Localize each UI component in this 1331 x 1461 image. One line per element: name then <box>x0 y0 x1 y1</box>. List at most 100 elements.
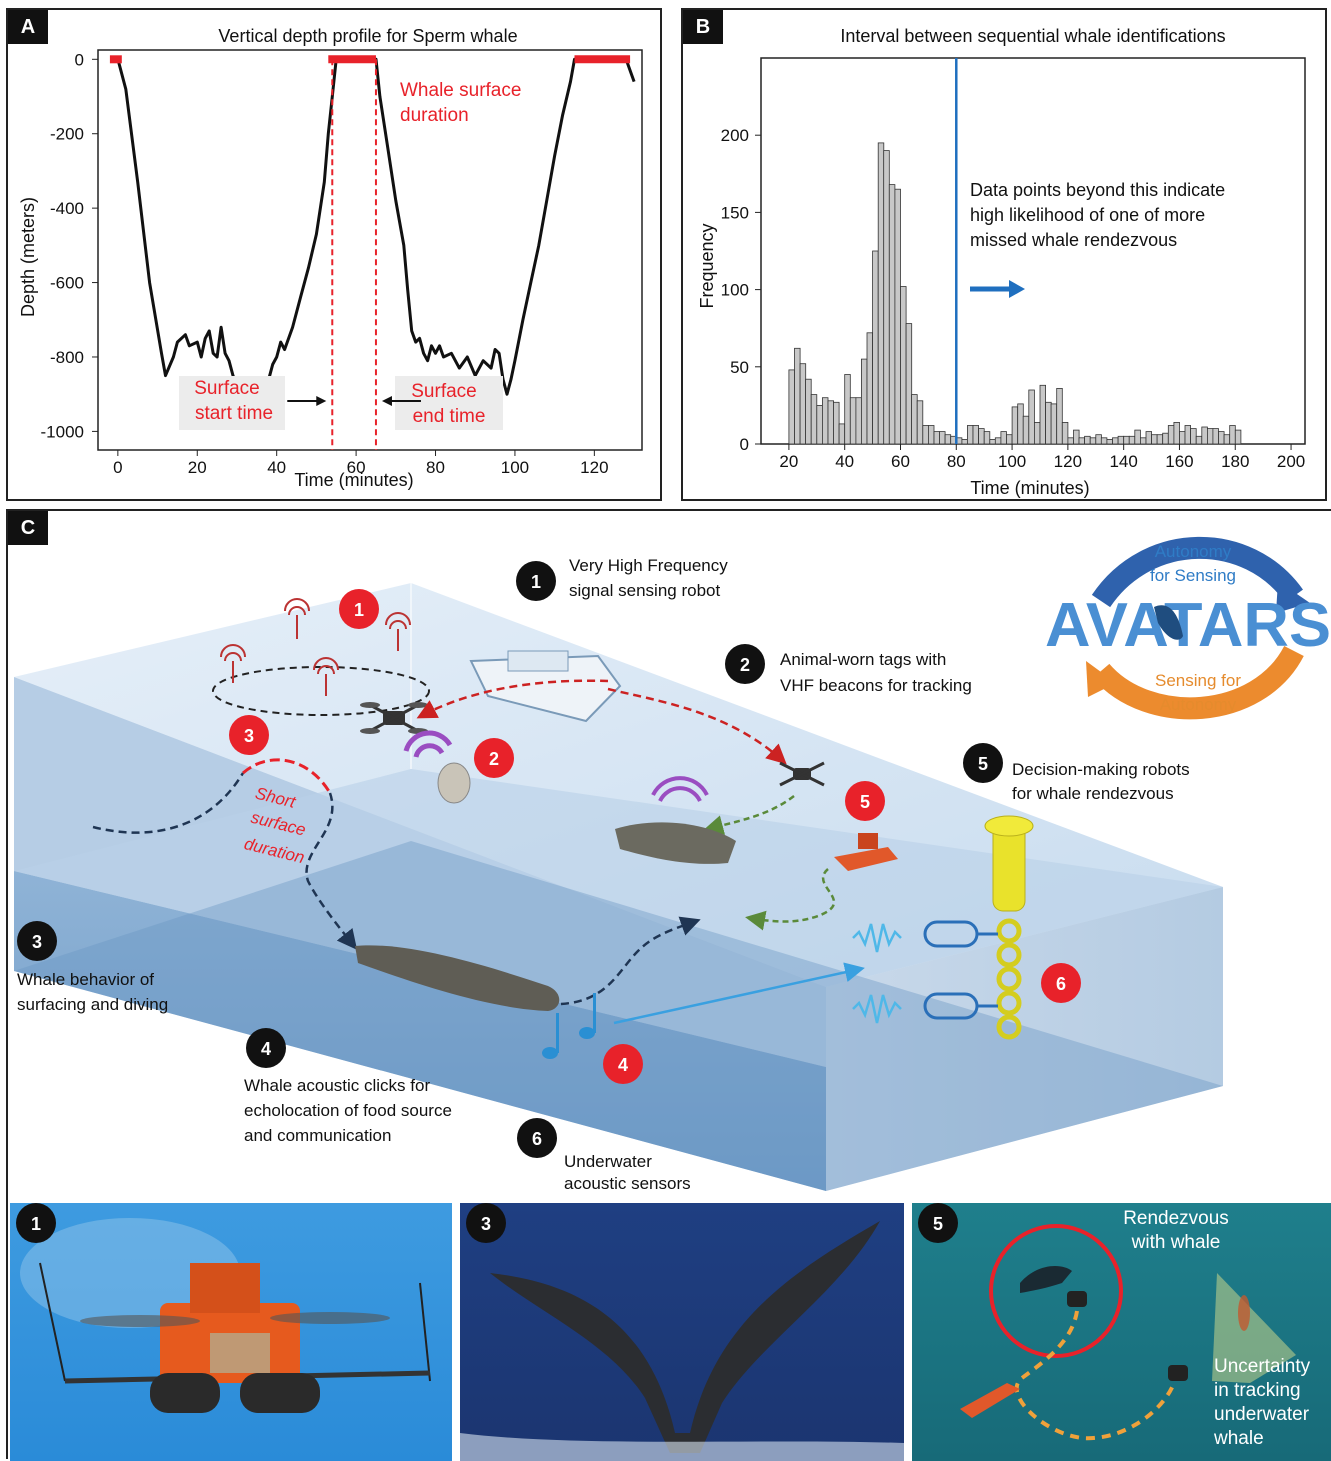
histogram-bar <box>866 332 873 445</box>
y-tick-label: -600 <box>50 274 84 293</box>
chart-a-title: Vertical depth profile for Sperm whale <box>218 26 517 46</box>
photo-rendezvous: 5 Rendezvous with whale Uncertainty in t… <box>912 1203 1331 1461</box>
histogram-bar <box>966 425 974 445</box>
histogram-bar <box>827 400 834 445</box>
chart-a-ylabel: Depth (meters) <box>18 197 38 317</box>
panel-a: A Vertical depth profile for Sperm whale… <box>6 8 662 501</box>
photo-1-num: 1 <box>31 1214 41 1234</box>
avatars-top-1: Autonomy <box>1155 542 1232 561</box>
legend-1-line-1: Very High Frequency <box>569 556 728 575</box>
chart-b-xlabel: Time (minutes) <box>970 478 1089 498</box>
histogram-bar <box>1223 434 1231 445</box>
histogram-bar <box>833 401 840 445</box>
y-tick-label: 150 <box>721 203 749 222</box>
histogram-bar <box>1173 421 1180 445</box>
histogram-bar <box>1207 428 1214 445</box>
histogram-bar <box>1033 421 1041 445</box>
histogram-bar <box>1095 434 1102 445</box>
legend-4-line-2: echolocation of food source <box>244 1101 452 1120</box>
x-tick-label: 0 <box>113 458 122 477</box>
histogram-bar <box>1056 387 1063 445</box>
histogram-bar <box>927 425 935 445</box>
x-tick-label: 20 <box>779 452 798 471</box>
y-tick-label: -200 <box>50 125 84 144</box>
panel-c: C <box>6 509 1331 1461</box>
histogram-bar <box>1184 425 1191 445</box>
histogram-bar <box>939 431 946 445</box>
legend-6-line-2: acoustic sensors <box>564 1174 691 1193</box>
histogram-bar <box>911 394 918 445</box>
arrow-head <box>316 396 327 406</box>
surface-duration-label-2: duration <box>400 105 469 126</box>
ecosystem-diagram: Short surface duration <box>14 536 1331 1193</box>
histogram-bar <box>1089 437 1097 445</box>
histogram-bar <box>1190 428 1197 445</box>
x-tick-label: 40 <box>267 458 286 477</box>
surface-end-label-2: end time <box>413 406 486 427</box>
uncertainty-label-4: whale <box>1214 1428 1264 1449</box>
sound-wave-icon <box>852 923 902 1024</box>
rendezvous-label-2: with whale <box>1131 1232 1221 1253</box>
legend-6-line-1: Underwater <box>564 1152 652 1171</box>
histogram-bar <box>1061 421 1069 445</box>
marker-4: 4 <box>618 1055 628 1075</box>
histogram-bar <box>900 286 907 445</box>
histogram-bar <box>816 404 823 445</box>
surface-start-label-2: start time <box>195 403 273 424</box>
histogram-bar <box>905 323 913 445</box>
chart-b-title: Interval between sequential whale identi… <box>840 26 1225 46</box>
histogram-bar <box>1039 384 1046 445</box>
y-tick-label: 0 <box>740 435 749 454</box>
rendezvous-label-1: Rendezvous <box>1123 1208 1229 1229</box>
histogram-bar <box>1117 435 1125 445</box>
music-note-icon <box>542 993 596 1059</box>
legend-4-line-1b: for <box>410 1076 430 1095</box>
uncertainty-label-3: underwater <box>1214 1404 1310 1425</box>
x-tick-label: 60 <box>347 458 366 477</box>
photo-vhf-drone: 1 <box>10 1203 452 1461</box>
y-tick-label: 0 <box>75 50 84 69</box>
histogram-bar <box>883 150 890 445</box>
histogram-bar <box>1156 434 1164 445</box>
vhf-antenna-icon <box>220 598 411 696</box>
histogram-bar <box>1195 435 1203 445</box>
rescue-boat-icon <box>834 833 898 871</box>
legend-2-line-1: Animal-worn tags with <box>780 650 946 669</box>
histogram-bar <box>1006 434 1013 445</box>
rendezvous-label: Rendezvous with whale <box>1116 1207 1236 1255</box>
histogram-bar <box>1218 431 1225 445</box>
histogram-bar <box>1151 434 1158 445</box>
surface-start-label-1: Surface <box>194 378 259 399</box>
histogram-bar <box>1128 435 1136 445</box>
histogram-bar <box>1123 435 1130 445</box>
histogram-bar <box>1134 429 1141 445</box>
legend-2-line-2: VHF beacons for tracking <box>780 676 972 695</box>
legend-3-line-2: surfacing and diving <box>17 995 168 1014</box>
histogram-bar <box>888 184 896 445</box>
x-tick-label: 100 <box>501 458 529 477</box>
depth-series-line <box>116 57 636 415</box>
x-tick-label: 160 <box>1165 452 1193 471</box>
histogram-bar <box>1201 426 1208 445</box>
y-tick-label: -800 <box>50 348 84 367</box>
threshold-annotation-1: Data points beyond this indicate <box>970 180 1225 200</box>
threshold-annotation-3: missed whale rendezvous <box>970 230 1177 250</box>
histogram-bar <box>944 434 952 445</box>
histogram-bar <box>894 188 901 445</box>
histogram-bar <box>922 425 929 445</box>
x-tick-label: 40 <box>835 452 854 471</box>
histogram-bar <box>1084 435 1091 445</box>
legend-5-line-2: for whale rendezvous <box>1012 784 1174 803</box>
uncertainty-label: Uncertainty in tracking underwater whale <box>1214 1355 1322 1451</box>
histogram-bar <box>978 428 985 445</box>
histogram-bar <box>933 431 940 445</box>
histogram-bar <box>872 250 879 445</box>
panel-tag-b: B <box>683 10 723 44</box>
histogram-bar <box>1162 432 1169 445</box>
histogram-bar <box>799 363 807 445</box>
histogram-bar <box>1234 429 1242 445</box>
histogram-bar <box>844 374 851 445</box>
legend-num-4: 4 <box>261 1039 271 1059</box>
interval-histogram: Interval between sequential whale identi… <box>697 26 1306 498</box>
photo-3-num: 3 <box>481 1214 491 1234</box>
